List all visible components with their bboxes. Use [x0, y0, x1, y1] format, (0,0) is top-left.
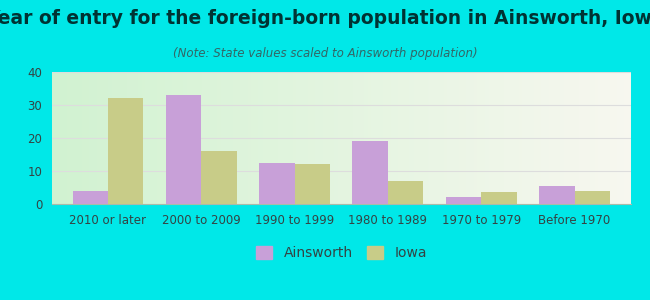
Legend: Ainsworth, Iowa: Ainsworth, Iowa	[250, 241, 432, 266]
Bar	[446, 197, 481, 204]
Bar	[575, 191, 610, 204]
Bar	[259, 163, 294, 204]
Bar	[481, 193, 517, 204]
Bar	[352, 141, 388, 204]
Bar	[108, 98, 144, 204]
Text: Year of entry for the foreign-born population in Ainsworth, Iowa: Year of entry for the foreign-born popul…	[0, 9, 650, 28]
Bar	[73, 191, 108, 204]
Bar	[202, 151, 237, 204]
Bar	[294, 164, 330, 204]
Bar	[388, 181, 423, 204]
Bar	[166, 95, 202, 204]
Text: (Note: State values scaled to Ainsworth population): (Note: State values scaled to Ainsworth …	[173, 46, 477, 59]
Bar	[539, 186, 575, 204]
